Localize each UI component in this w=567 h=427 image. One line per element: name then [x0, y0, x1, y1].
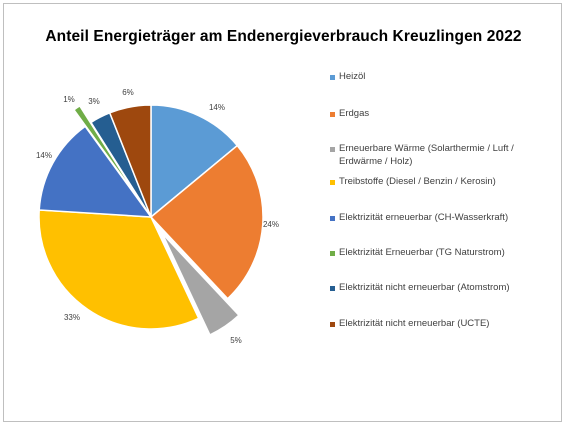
legend-swatch	[330, 112, 335, 117]
pie-slice	[38, 125, 153, 218]
data-label: 33%	[64, 313, 80, 322]
legend-label: Elektrizität nicht erneuerbar (UCTE)	[339, 318, 490, 329]
legend-swatch	[330, 286, 335, 291]
legend-swatch	[330, 251, 335, 256]
legend-label: Elektrizität erneuerbar (CH-Wasserkraft)	[339, 212, 509, 223]
legend-label: Treibstoffe (Diesel / Benzin / Kerosin)	[339, 176, 496, 187]
data-label: 6%	[122, 88, 134, 97]
legend-swatch	[330, 75, 335, 80]
legend-label: Elektrizität Erneuerbar (TG Naturstrom)	[339, 247, 505, 258]
legend-swatch	[330, 147, 335, 152]
legend-swatch	[330, 180, 335, 185]
pie-slice	[150, 104, 239, 219]
pie-slice	[72, 104, 141, 201]
data-label: 5%	[230, 336, 242, 345]
legend-label: Heizöl	[339, 71, 366, 82]
pie-slice	[38, 209, 200, 330]
pie-slice	[108, 104, 152, 218]
legend-label: Erneuerbare Wärme (Solarthermie / Luft /…	[339, 143, 514, 167]
data-label: 14%	[209, 103, 225, 112]
legend-label: Elektrizität nicht erneuerbar (Atomstrom…	[339, 282, 510, 293]
data-label: 14%	[36, 151, 52, 160]
legend-swatch	[330, 216, 335, 221]
data-label: 3%	[88, 97, 100, 106]
data-label: 24%	[263, 220, 279, 229]
data-label: 1%	[63, 95, 75, 104]
pie-slice	[149, 144, 264, 300]
chart-title: Anteil Energieträger am Endenergieverbra…	[45, 28, 522, 45]
pie-slice	[161, 233, 240, 336]
legend-swatch	[330, 322, 335, 327]
legend-label: Erdgas	[339, 108, 370, 119]
